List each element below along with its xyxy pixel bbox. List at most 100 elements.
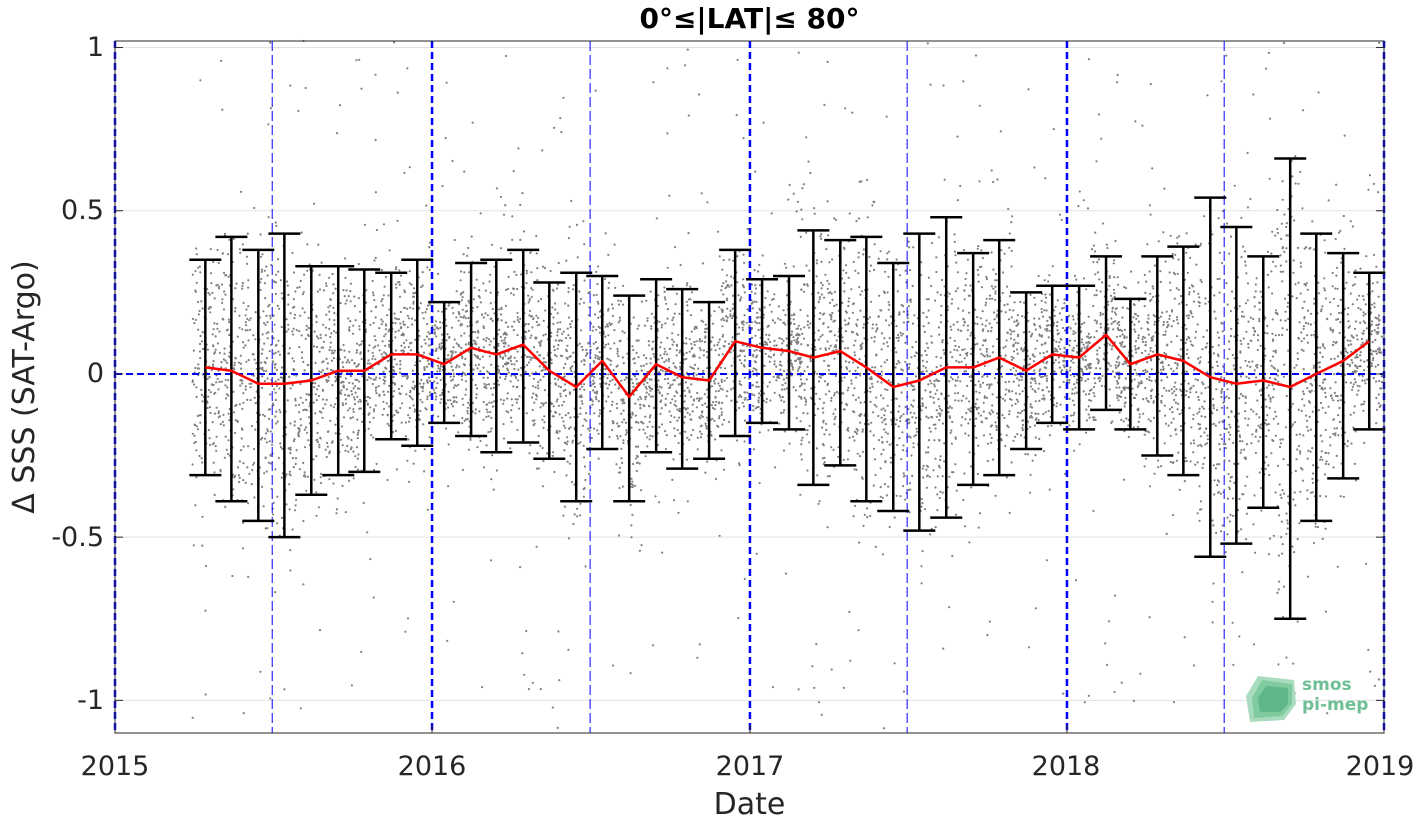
scatter-point xyxy=(478,410,481,413)
scatter-point xyxy=(233,431,236,435)
scatter-point xyxy=(949,351,952,354)
scatter-point xyxy=(348,326,351,329)
scatter-point xyxy=(671,343,674,346)
scatter-point xyxy=(755,552,758,555)
scatter-point xyxy=(222,424,225,427)
scatter-point xyxy=(403,323,406,326)
scatter-point xyxy=(920,261,923,264)
scatter-point xyxy=(863,513,866,517)
scatter-point xyxy=(300,334,303,337)
scatter-point xyxy=(325,378,328,382)
scatter-point xyxy=(673,365,677,368)
scatter-point xyxy=(913,314,916,317)
scatter-point xyxy=(201,461,204,464)
scatter-point xyxy=(726,390,729,393)
scatter-point xyxy=(630,477,633,480)
scatter-point xyxy=(384,323,387,326)
scatter-point xyxy=(191,379,194,382)
scatter-point xyxy=(877,257,880,260)
scatter-point xyxy=(194,440,197,443)
scatter-point xyxy=(799,396,803,399)
scatter-point xyxy=(988,383,991,386)
scatter-point xyxy=(611,420,614,423)
scatter-point xyxy=(758,342,761,345)
scatter-point xyxy=(833,319,837,322)
scatter-point xyxy=(921,550,924,553)
scatter-point xyxy=(435,335,438,338)
scatter-point xyxy=(616,437,620,440)
scatter-point xyxy=(346,359,349,362)
scatter-point xyxy=(259,281,262,284)
scatter-point xyxy=(281,447,284,450)
scatter-point xyxy=(482,282,485,285)
scatter-point xyxy=(500,247,503,250)
scatter-point xyxy=(692,374,695,378)
scatter-point xyxy=(294,457,298,460)
scatter-point xyxy=(504,363,508,366)
scatter-point xyxy=(260,361,263,364)
scatter-point xyxy=(790,364,794,367)
scatter-point xyxy=(963,357,966,360)
scatter-point xyxy=(976,322,979,326)
scatter-point xyxy=(497,342,500,345)
scatter-point xyxy=(528,374,531,377)
scatter-point xyxy=(808,424,811,427)
scatter-point xyxy=(594,89,597,92)
scatter-point xyxy=(300,356,304,359)
scatter-point xyxy=(1005,434,1008,437)
scatter-point xyxy=(640,489,643,492)
scatter-point xyxy=(263,269,266,272)
scatter-point xyxy=(986,375,989,378)
scatter-point xyxy=(509,380,512,383)
scatter-point xyxy=(861,290,864,293)
scatter-point xyxy=(994,285,997,288)
scatter-point xyxy=(279,411,282,414)
scatter-point xyxy=(211,333,214,336)
scatter-point xyxy=(959,184,962,188)
scatter-point xyxy=(927,309,930,312)
scatter-point xyxy=(957,399,960,402)
scatter-point xyxy=(394,268,397,271)
scatter-point xyxy=(806,324,809,327)
scatter-point xyxy=(242,712,245,715)
scatter-point xyxy=(210,282,213,285)
scatter-point xyxy=(485,444,488,447)
scatter-point xyxy=(381,298,384,301)
scatter-point xyxy=(854,339,857,342)
scatter-point xyxy=(637,398,640,401)
scatter-point xyxy=(1016,314,1020,317)
scatter-point xyxy=(804,403,807,406)
scatter-point xyxy=(896,443,899,447)
scatter-point xyxy=(823,456,826,459)
scatter-point xyxy=(695,327,698,330)
scatter-point xyxy=(816,372,819,375)
scatter-point xyxy=(940,409,944,412)
scatter-point xyxy=(963,472,966,475)
scatter-point xyxy=(429,241,432,244)
scatter-point xyxy=(1007,426,1010,429)
scatter-point xyxy=(428,352,431,355)
scatter-point xyxy=(688,413,692,416)
scatter-point xyxy=(929,533,932,536)
scatter-point xyxy=(801,436,804,439)
scatter-point xyxy=(531,372,534,375)
scatter-point xyxy=(798,385,802,388)
scatter-point xyxy=(948,606,951,609)
scatter-point xyxy=(906,317,909,320)
scatter-point xyxy=(265,265,268,268)
scatter-point xyxy=(315,345,319,349)
scatter-point xyxy=(966,351,969,355)
scatter-point xyxy=(970,486,973,489)
scatter-point xyxy=(830,446,833,449)
scatter-point xyxy=(366,531,369,534)
scatter-point xyxy=(874,545,877,549)
scatter-point xyxy=(403,291,406,294)
scatter-point xyxy=(343,295,346,298)
scatter-point xyxy=(273,280,276,283)
scatter-point xyxy=(802,411,805,415)
scatter-point xyxy=(529,309,532,312)
scatter-point xyxy=(644,396,647,399)
scatter-point xyxy=(664,404,667,407)
scatter-point xyxy=(253,496,256,499)
scatter-point xyxy=(862,323,866,326)
